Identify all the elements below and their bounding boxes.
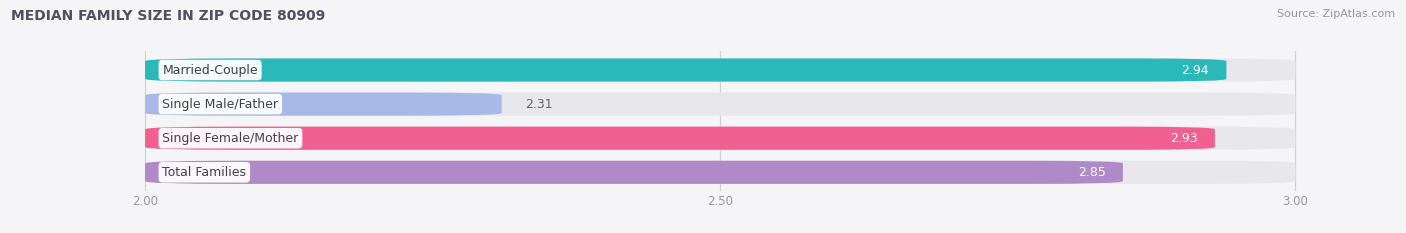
Text: Married-Couple: Married-Couple bbox=[162, 64, 257, 76]
Text: Source: ZipAtlas.com: Source: ZipAtlas.com bbox=[1277, 9, 1395, 19]
Text: 2.31: 2.31 bbox=[524, 98, 553, 111]
FancyBboxPatch shape bbox=[145, 127, 1215, 150]
FancyBboxPatch shape bbox=[145, 161, 1295, 184]
Text: Single Female/Mother: Single Female/Mother bbox=[162, 132, 298, 145]
FancyBboxPatch shape bbox=[145, 93, 502, 116]
Text: MEDIAN FAMILY SIZE IN ZIP CODE 80909: MEDIAN FAMILY SIZE IN ZIP CODE 80909 bbox=[11, 9, 326, 23]
FancyBboxPatch shape bbox=[145, 58, 1226, 82]
Text: Single Male/Father: Single Male/Father bbox=[162, 98, 278, 111]
FancyBboxPatch shape bbox=[145, 58, 1295, 82]
FancyBboxPatch shape bbox=[145, 93, 1295, 116]
Text: 2.93: 2.93 bbox=[1170, 132, 1198, 145]
Text: Total Families: Total Families bbox=[162, 166, 246, 179]
Text: 2.94: 2.94 bbox=[1181, 64, 1209, 76]
FancyBboxPatch shape bbox=[145, 161, 1123, 184]
Text: 2.85: 2.85 bbox=[1078, 166, 1105, 179]
FancyBboxPatch shape bbox=[145, 127, 1295, 150]
